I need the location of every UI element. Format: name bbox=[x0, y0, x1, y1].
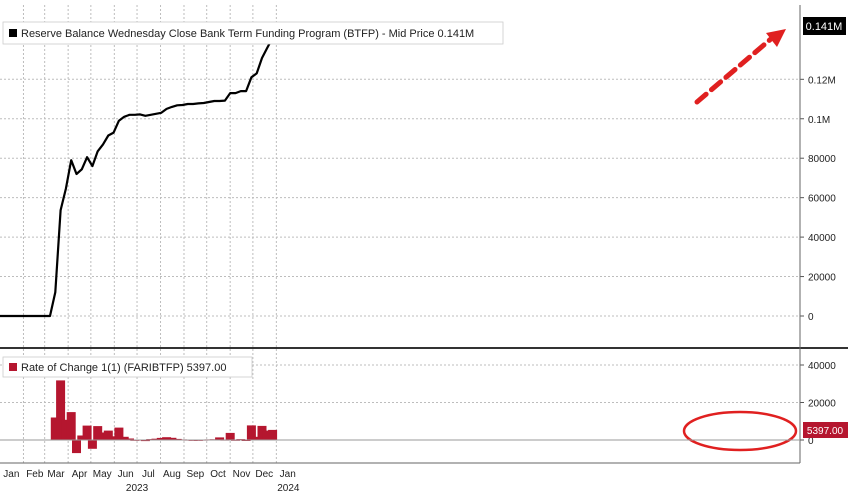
top-y-tick-label: 40000 bbox=[808, 233, 836, 244]
top-y-tick-label: 20000 bbox=[808, 273, 836, 284]
top-y-tick-label: 80000 bbox=[808, 154, 836, 165]
x-tick-label: Jul bbox=[142, 469, 155, 480]
rate-of-change-bar bbox=[88, 440, 97, 449]
bottom-y-tick-label: 20000 bbox=[808, 399, 836, 410]
x-tick-label: Nov bbox=[233, 469, 251, 480]
rate-of-change-bar bbox=[83, 426, 92, 440]
top-legend-text: Reserve Balance Wednesday Close Bank Ter… bbox=[21, 28, 474, 40]
year-label: 2024 bbox=[277, 483, 300, 493]
x-tick-label: Aug bbox=[163, 469, 181, 480]
bottom-current-value-label: 5397.00 bbox=[807, 426, 844, 437]
x-tick-label: Jan bbox=[280, 469, 296, 480]
x-tick-label: Apr bbox=[72, 469, 88, 480]
rate-of-change-bar bbox=[72, 440, 81, 453]
rate-of-change-bar bbox=[268, 430, 277, 440]
bottom-legend-text: Rate of Change 1(1) (FARIBTFP) 5397.00 bbox=[21, 362, 226, 374]
top-y-tick-label: 0 bbox=[808, 312, 814, 323]
x-tick-label: Oct bbox=[210, 469, 226, 480]
x-tick-label: Dec bbox=[255, 469, 273, 480]
top-legend-swatch bbox=[9, 29, 17, 37]
rate-of-change-bar bbox=[67, 412, 76, 440]
x-tick-label: Mar bbox=[47, 469, 65, 480]
x-tick-label: Sep bbox=[186, 469, 204, 480]
top-y-tick-label: 60000 bbox=[808, 194, 836, 205]
x-tick-label: Jan bbox=[3, 469, 19, 480]
rate-of-change-bar bbox=[226, 433, 235, 440]
x-tick-label: May bbox=[93, 469, 112, 480]
bottom-legend-swatch bbox=[9, 363, 17, 371]
year-label: 2023 bbox=[126, 483, 149, 493]
x-tick-label: Feb bbox=[26, 469, 44, 480]
highlight-oval bbox=[684, 412, 796, 450]
top-current-value-label: 0.141M bbox=[806, 21, 843, 33]
trend-arrow-shaft bbox=[697, 38, 772, 102]
top-y-tick-label: 0.1M bbox=[808, 115, 830, 126]
x-tick-label: Jun bbox=[118, 469, 134, 480]
bottom-y-tick-label: 40000 bbox=[808, 361, 836, 372]
top-y-tick-label: 0.12M bbox=[808, 75, 836, 86]
